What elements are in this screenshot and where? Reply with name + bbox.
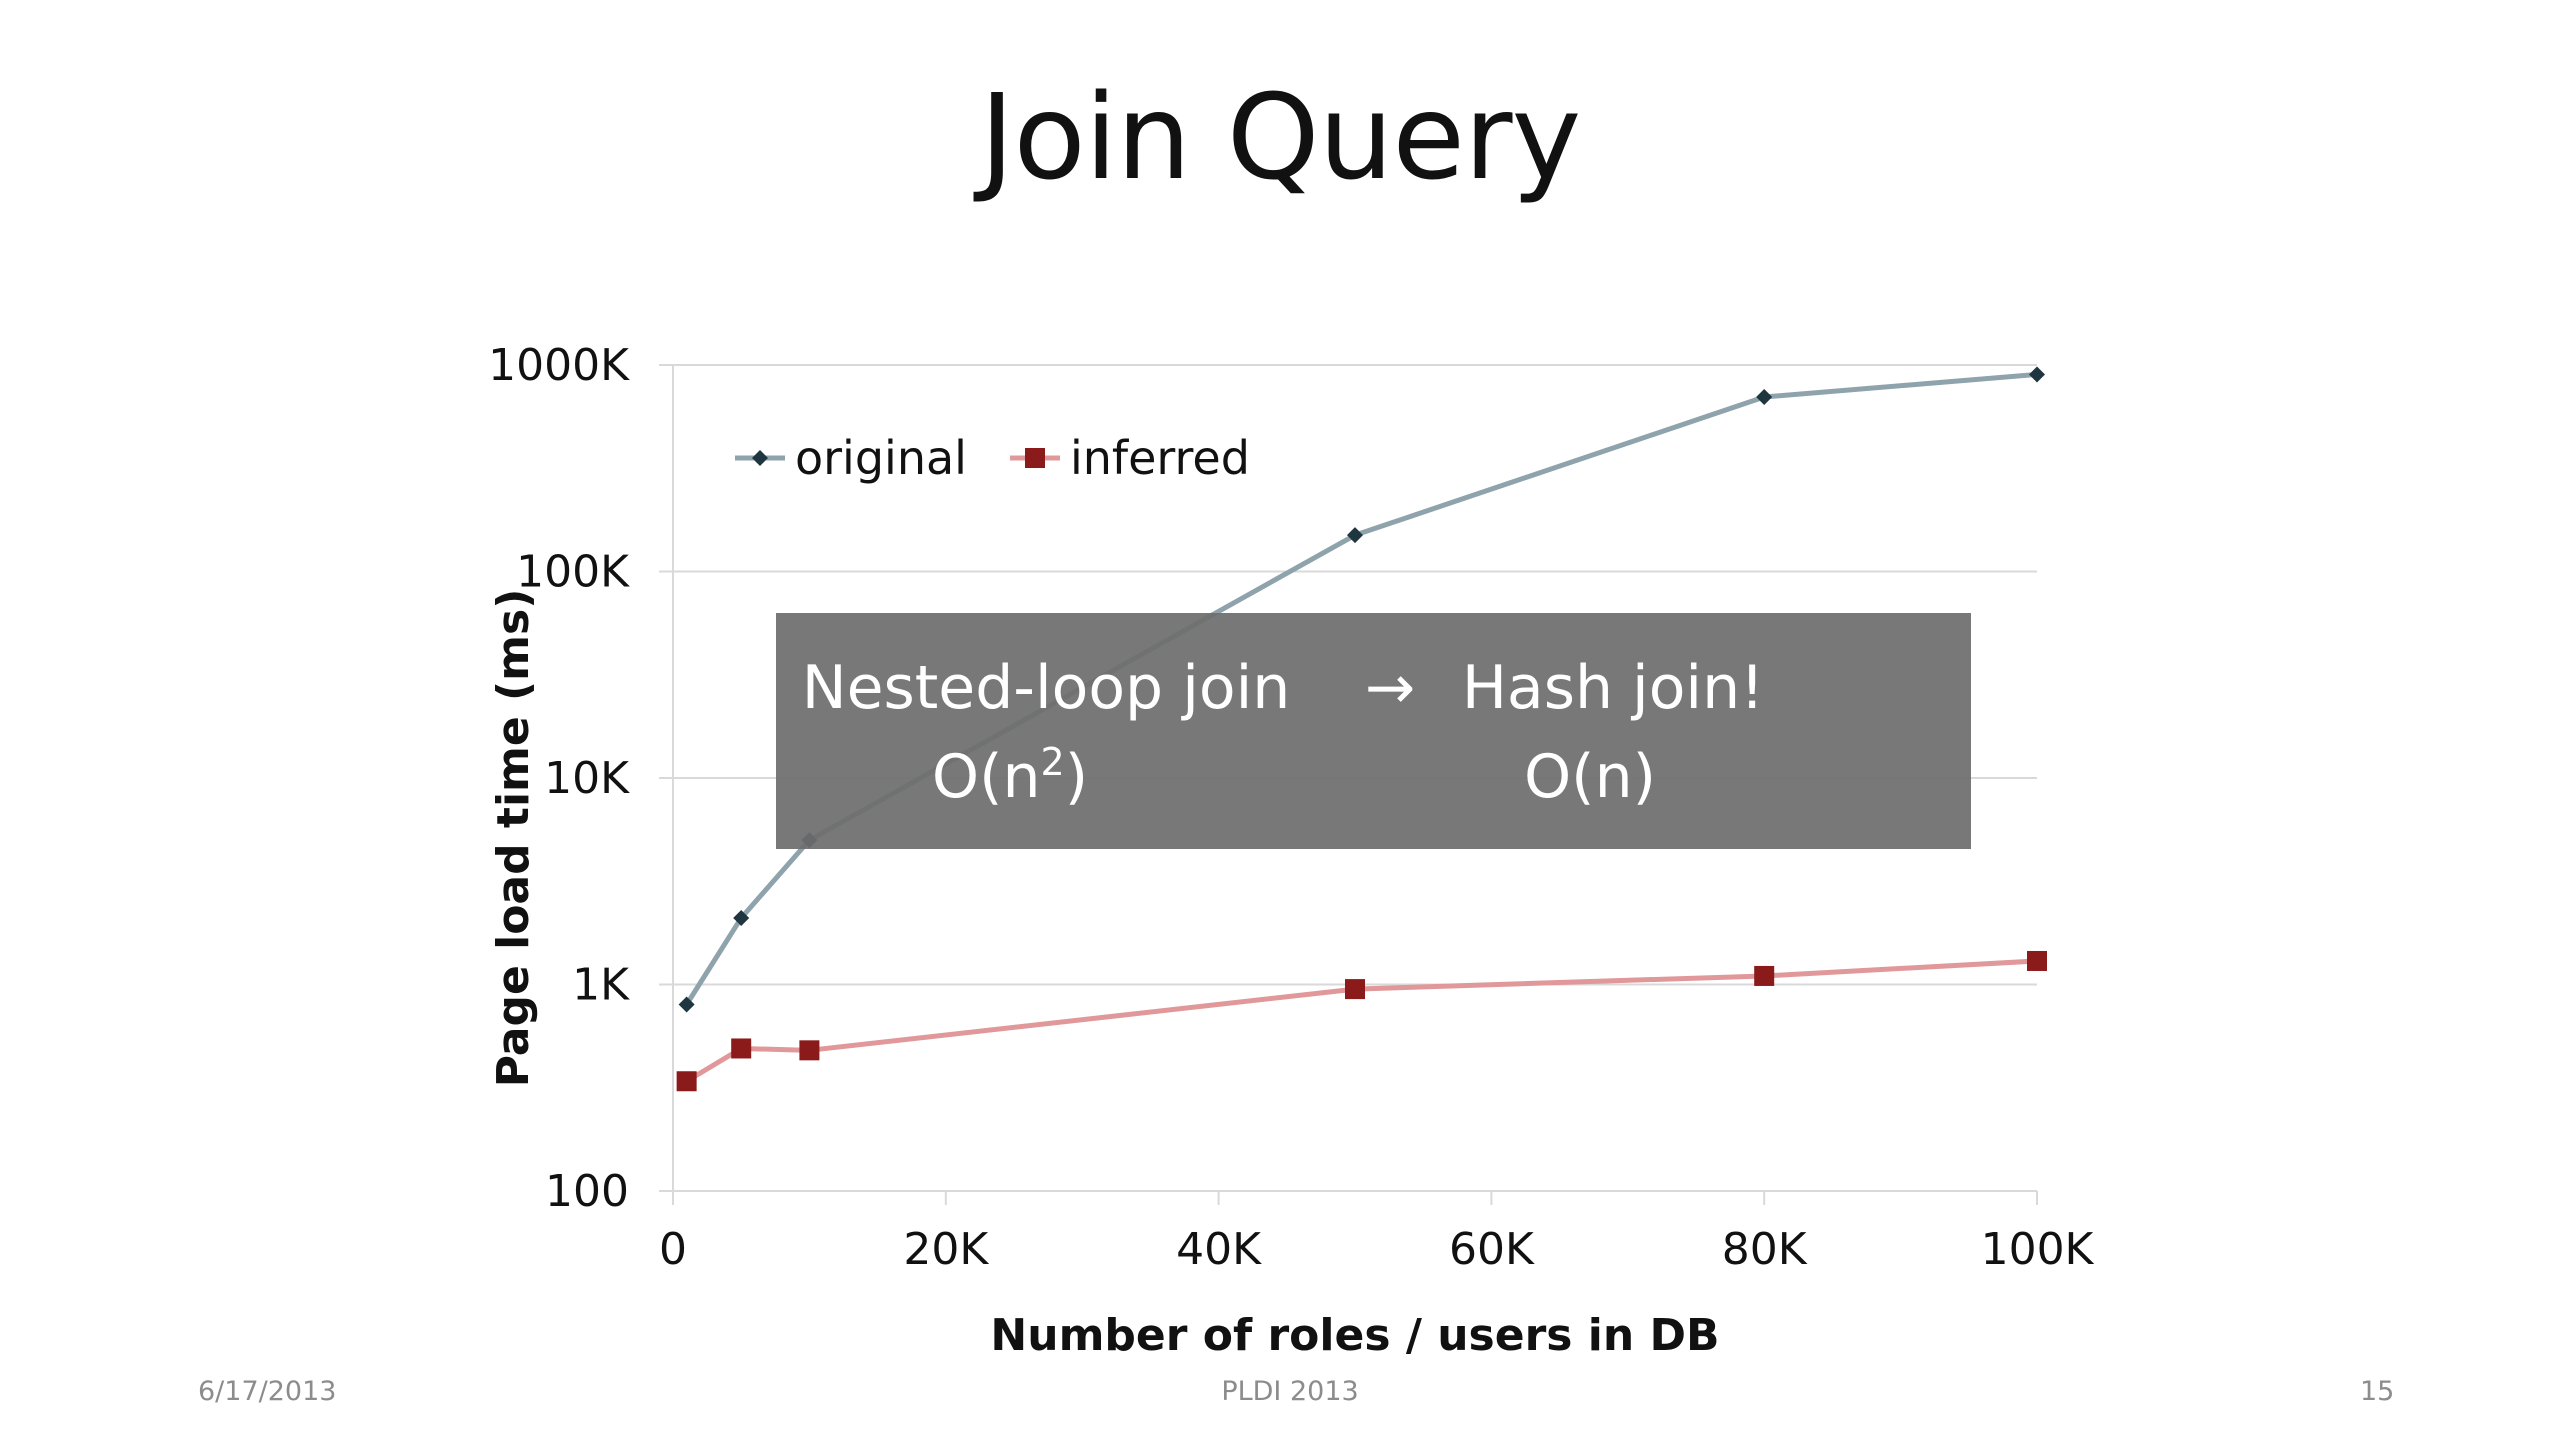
y-tick-label: 100	[545, 1166, 629, 1217]
footer-date: 6/17/2013	[198, 1376, 337, 1407]
data-point-original	[1347, 527, 1363, 544]
legend-marker-inferred	[1025, 448, 1045, 468]
annotation-arrow: →	[1365, 653, 1415, 723]
data-point-inferred	[731, 1038, 752, 1059]
footer-conference: PLDI 2013	[1221, 1376, 1359, 1407]
series-line-inferred	[685, 958, 2038, 1084]
x-axis-title: Number of roles / users in DB	[990, 1310, 1719, 1361]
annotation-right-line1: Hash join!	[1462, 653, 1764, 723]
data-point-inferred	[799, 1040, 820, 1061]
data-point-inferred	[2027, 950, 2047, 971]
legend-label-inferred: inferred	[1070, 431, 1250, 485]
x-tick-label: 80K	[1722, 1224, 1808, 1275]
x-tick-label: 0	[659, 1224, 687, 1275]
x-tick-label: 60K	[1449, 1224, 1535, 1275]
annotation-left-line2: O(n2)	[932, 740, 1088, 812]
x-tick-label: 40K	[1176, 1224, 1262, 1275]
data-point-original	[733, 909, 750, 926]
data-point-original	[678, 996, 695, 1013]
data-point-original	[2029, 366, 2045, 383]
data-point-inferred	[1345, 979, 1365, 1000]
y-tick-label: 1000K	[488, 340, 630, 391]
legend-label-original: original	[795, 431, 967, 485]
annotation-left-line1: Nested-loop join	[802, 653, 1291, 723]
x-tick-label: 20K	[903, 1224, 989, 1275]
annotation-box	[776, 613, 1971, 849]
footer-page-number: 15	[2360, 1376, 2395, 1407]
data-point-inferred	[676, 1071, 697, 1092]
data-point-original	[1756, 388, 1773, 405]
data-point-inferred	[1754, 965, 1775, 986]
y-tick-label: 1K	[572, 960, 630, 1011]
y-tick-label: 10K	[544, 753, 630, 804]
y-axis-title: Page load time (ms)	[488, 589, 539, 1088]
x-tick-label: 100K	[1981, 1224, 2095, 1275]
slide-title: Join Query	[979, 68, 1582, 206]
y-tick-label: 100K	[516, 547, 630, 598]
legend-marker-original	[752, 450, 768, 466]
annotation-right-line2: O(n)	[1524, 742, 1656, 812]
